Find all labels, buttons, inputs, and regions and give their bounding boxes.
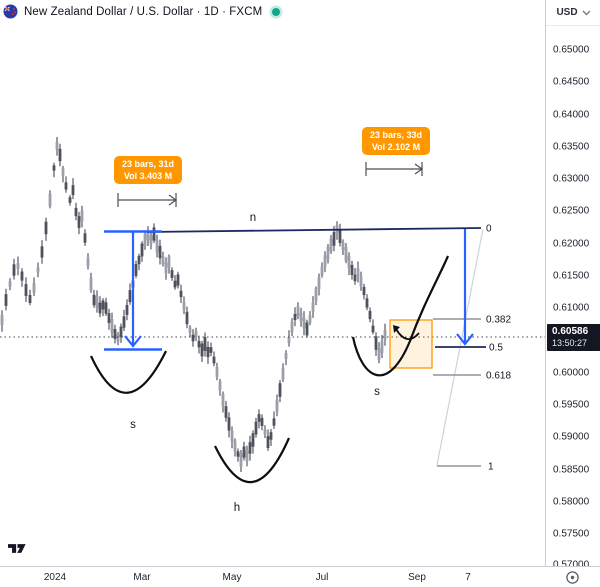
measure-ruler-1[interactable] xyxy=(117,193,178,207)
time-tick-label: 2024 xyxy=(43,572,67,583)
measure-label-2-bars: 23 bars, 33d xyxy=(370,130,423,140)
head-arc[interactable] xyxy=(214,437,291,484)
current-price-label: 0.60586 13:50:27 xyxy=(547,324,600,351)
fib-level-label: 0.618 xyxy=(486,371,511,382)
price-tick-label: 0.63000 xyxy=(553,173,590,185)
fib-level-label: 0 xyxy=(486,224,492,235)
chevron-down-icon xyxy=(582,10,591,15)
pattern-letter-label[interactable]: s xyxy=(374,386,380,398)
time-tick-label: 7 xyxy=(465,572,471,583)
pattern-letter-label[interactable]: n xyxy=(250,212,256,224)
market-status-dot-icon[interactable] xyxy=(272,7,281,16)
right-shoulder-arc[interactable] xyxy=(351,255,450,377)
price-tick-label: 0.65000 xyxy=(553,44,590,56)
time-tick-label: Sep xyxy=(408,572,426,583)
measure-label-1[interactable]: 23 bars, 31d Vol 3.403 M xyxy=(114,156,183,184)
price-tick-label: 0.63500 xyxy=(553,141,590,153)
price-tick-label: 0.58500 xyxy=(553,464,590,476)
price-tick-label: 0.62500 xyxy=(553,205,590,217)
fib-retracement[interactable] xyxy=(433,318,486,467)
blue-measure-right[interactable] xyxy=(456,229,474,346)
time-tick-label: Jul xyxy=(315,572,329,583)
price-tick-label: 0.57000 xyxy=(553,559,590,571)
countdown-timer: 13:50:27 xyxy=(552,338,588,348)
measure-label-2[interactable]: 23 bars, 33d Vol 2.102 M xyxy=(362,127,431,155)
measure-ruler-2[interactable] xyxy=(365,162,424,176)
mini-arc-arrow[interactable] xyxy=(395,328,420,340)
price-series xyxy=(0,137,387,472)
symbol-title[interactable]: New Zealand Dollar / U.S. Dollar · 1D · … xyxy=(24,5,263,18)
settings-icon[interactable] xyxy=(565,570,580,585)
measure-label-1-bars: 23 bars, 31d xyxy=(122,159,175,169)
price-axis[interactable]: USD 0.65000 0.64500 0.64000 0.63500 0.63000 0… xyxy=(545,0,600,571)
price-tick-label: 0.59000 xyxy=(553,431,590,443)
measure-label-2-volume: Vol 2.102 M xyxy=(371,142,421,152)
price-tick-label: 0.61000 xyxy=(553,302,590,314)
tradingview-logo[interactable] xyxy=(8,543,27,554)
fib-level-label: 0.382 xyxy=(486,315,511,326)
price-tick-label: 0.58000 xyxy=(553,496,590,508)
nzd-flag-logo-icon xyxy=(3,4,18,19)
price-tick-label: 0.64500 xyxy=(553,76,590,88)
currency-unit-selector[interactable]: USD xyxy=(546,0,600,26)
current-price-value: 0.60586 xyxy=(552,326,589,337)
mini-arc-arrowhead xyxy=(393,325,400,333)
chart-legend[interactable]: New Zealand Dollar / U.S. Dollar · 1D · … xyxy=(3,4,281,19)
price-tick-label: 0.61500 xyxy=(553,270,590,282)
price-tick-label: 0.60000 xyxy=(553,367,590,379)
currency-unit-value: USD xyxy=(556,7,578,18)
neckline-drawing[interactable] xyxy=(146,227,482,233)
price-tick-label: 0.62000 xyxy=(553,238,590,250)
time-tick-label: May xyxy=(222,572,242,583)
pattern-letter-label[interactable]: s xyxy=(130,419,136,431)
measure-label-1-volume: Vol 3.403 M xyxy=(123,171,173,181)
fib-level-label: 1 xyxy=(488,462,494,473)
time-tick-label: Mar xyxy=(133,572,151,583)
time-axis[interactable]: 2024 Mar May Jul Sep 7 xyxy=(0,566,600,587)
blue-measure-left[interactable] xyxy=(104,230,162,351)
price-tick-label: 0.57500 xyxy=(553,528,590,540)
fib-level-label: 0.5 xyxy=(489,343,503,354)
pattern-letter-label[interactable]: h xyxy=(234,502,240,514)
left-shoulder-arc[interactable] xyxy=(90,350,167,394)
price-tick-label: 0.59500 xyxy=(553,399,590,411)
price-tick-label: 0.64000 xyxy=(553,109,590,121)
